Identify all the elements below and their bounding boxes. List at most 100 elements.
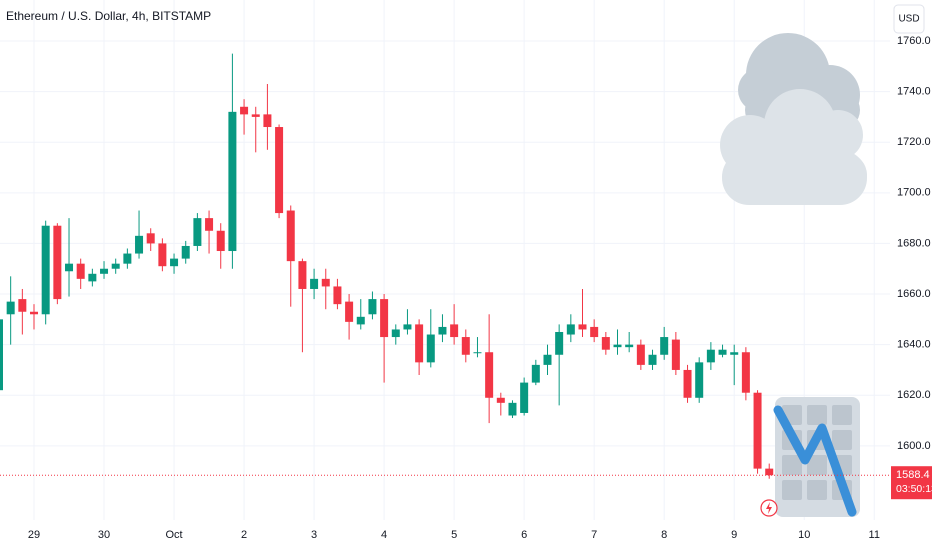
- candle-body: [356, 316, 365, 325]
- candle-body: [251, 114, 260, 117]
- candle-body: [730, 352, 739, 355]
- candle-body: [205, 218, 214, 231]
- x-tick-label: 5: [451, 529, 457, 541]
- candle-body: [461, 337, 470, 355]
- decor: [720, 33, 867, 517]
- grid: [0, 0, 890, 520]
- last-price-box: [891, 466, 932, 500]
- candle-body: [590, 326, 599, 338]
- x-tick-label: 8: [661, 529, 667, 541]
- candle-body: [578, 324, 587, 330]
- candle-body: [6, 301, 15, 315]
- y-tick-label: 1700.0: [897, 187, 931, 199]
- x-tick-label: 29: [28, 529, 40, 541]
- candle-body: [625, 344, 634, 348]
- cloud-icon-front: [720, 89, 867, 205]
- last-price-label: 1588.4: [896, 469, 930, 481]
- candle-body: [0, 319, 3, 391]
- candle-body: [438, 326, 447, 335]
- candle-body: [286, 210, 295, 262]
- candle-body: [170, 258, 179, 267]
- countdown-label: 03:50:13: [896, 483, 932, 495]
- lightning-icon[interactable]: [760, 499, 778, 517]
- candle-body: [216, 230, 225, 252]
- chart-icon: [773, 397, 860, 517]
- x-tick-label: 9: [731, 529, 737, 541]
- candle-body: [41, 225, 50, 315]
- candle-body: [485, 352, 494, 398]
- candle-body: [345, 301, 354, 322]
- candle-body: [263, 114, 272, 128]
- candle-body: [368, 299, 377, 315]
- candle-body: [275, 127, 284, 214]
- candles: [0, 53, 774, 479]
- candle-body: [496, 397, 505, 403]
- candle-body: [555, 331, 564, 355]
- candle-body: [403, 324, 412, 330]
- candle-body: [520, 382, 529, 413]
- candle-body: [310, 278, 319, 289]
- x-tick-label: Oct: [165, 529, 182, 541]
- candle-body: [753, 392, 762, 469]
- candle-body: [473, 352, 482, 354]
- x-tick-label: 3: [311, 529, 317, 541]
- candle-body: [426, 334, 435, 363]
- candle-body: [741, 352, 750, 393]
- candle-body: [65, 263, 74, 272]
- currency-button[interactable]: [893, 4, 925, 34]
- candle-body: [613, 344, 622, 348]
- candle-body: [566, 324, 575, 335]
- candle-body: [76, 263, 85, 279]
- candle-body: [683, 369, 692, 398]
- currency-label: USD: [898, 14, 919, 25]
- candle-body: [135, 235, 144, 254]
- candle-body: [193, 218, 202, 246]
- candle-body: [321, 278, 330, 287]
- x-tick-label: 30: [98, 529, 110, 541]
- candle-body: [391, 329, 400, 338]
- candle-body: [53, 225, 62, 300]
- y-tick-label: 1600.0: [897, 440, 931, 452]
- candle-body: [671, 339, 680, 370]
- y-tick-label: 1720.0: [897, 136, 931, 148]
- candle-body: [718, 349, 727, 355]
- candle-body: [765, 468, 774, 476]
- candle-body: [601, 337, 610, 350]
- candle-body: [531, 364, 540, 383]
- candle-body: [111, 263, 120, 269]
- candle-body: [660, 337, 669, 355]
- candle-body: [18, 299, 27, 312]
- y-tick-label: 1680.0: [897, 237, 931, 249]
- x-tick-label: 6: [521, 529, 527, 541]
- candle-body: [695, 362, 704, 398]
- x-tick-label: 7: [591, 529, 597, 541]
- candle-body: [415, 324, 424, 363]
- candle-body: [88, 273, 97, 282]
- y-tick-label: 1740.0: [897, 86, 931, 98]
- candle-body: [228, 111, 237, 252]
- y-tick-label: 1760.0: [897, 35, 931, 47]
- candle-body: [181, 245, 190, 259]
- candle-body: [123, 253, 132, 264]
- candle-body: [100, 268, 109, 274]
- y-tick-label: 1640.0: [897, 339, 931, 351]
- candle-body: [450, 324, 459, 338]
- candle-body: [648, 354, 657, 365]
- candle-body: [146, 233, 155, 244]
- candle-body: [333, 286, 342, 305]
- x-tick-label: 11: [869, 529, 880, 541]
- candle-body: [706, 349, 715, 363]
- candle-body: [158, 243, 167, 267]
- y-tick-label: 1620.0: [897, 389, 931, 401]
- y-tick-label: 1660.0: [897, 288, 931, 300]
- candle-body: [380, 299, 389, 338]
- x-tick-label: 10: [798, 529, 810, 541]
- candle-body: [543, 354, 552, 365]
- candle-body: [240, 106, 249, 115]
- x-tick-label: 4: [381, 529, 387, 541]
- chart-title: Ethereum / U.S. Dollar, 4h, BITSTAMP: [6, 9, 211, 23]
- candle-body: [636, 344, 645, 365]
- candle-body: [298, 261, 307, 289]
- x-tick-label: 2: [241, 529, 247, 541]
